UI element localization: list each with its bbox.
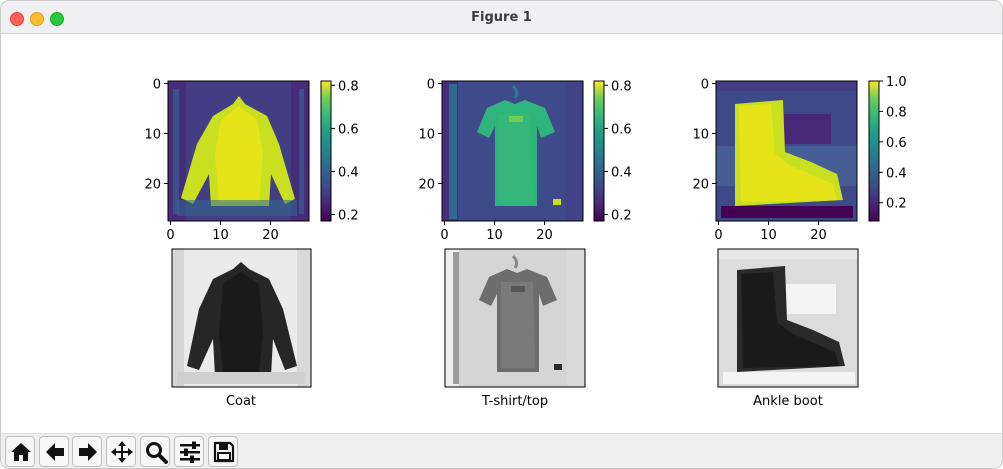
label-tshirt: T-shirt/top <box>481 394 548 409</box>
colorbar-tick-label: 0.2 <box>886 197 907 212</box>
x-tick-label: 20 <box>810 228 827 243</box>
x-tick-label: 20 <box>262 228 279 243</box>
x-tick-label: 10 <box>486 228 503 243</box>
y-tick-label: 20 <box>418 178 435 193</box>
y-tick-label: 0 <box>701 78 709 93</box>
x-tick-label: 10 <box>760 228 777 243</box>
navigation-toolbar <box>1 433 1002 468</box>
colorbar-tick-label: 0.2 <box>338 209 359 224</box>
x-tick-label: 20 <box>536 228 553 243</box>
colorbar-tick-label: 0.6 <box>338 122 359 137</box>
x-tick-label: 0 <box>440 228 448 243</box>
colorbar-tick-label: 0.6 <box>886 136 907 151</box>
colorbar-tick-label: 0.4 <box>886 166 907 181</box>
grayscale-image-boot <box>717 248 859 388</box>
minimize-window-button[interactable] <box>30 12 44 26</box>
x-tick-label: 0 <box>714 228 722 243</box>
colorbar-tick-label: 0.8 <box>611 79 632 94</box>
x-tick-label: 10 <box>212 228 229 243</box>
y-tick-label: 10 <box>692 128 709 143</box>
configure-subplots-icon <box>180 441 200 463</box>
pan-button[interactable] <box>106 436 136 467</box>
figure-canvas[interactable]: 0 0 10 10 20 20 0.8 0.6 0.4 0.2 0 0 10 10 20 20 0.8 0.6 0.… <box>1 34 1002 432</box>
colorbar-tick-label: 0.4 <box>611 165 632 180</box>
heatmap-panel-tshirt <box>441 80 584 222</box>
x-tick-label: 0 <box>166 228 174 243</box>
maximize-window-button[interactable] <box>50 12 64 26</box>
label-boot: Ankle boot <box>753 394 823 409</box>
y-tick-label: 20 <box>144 178 161 193</box>
home-icon <box>11 443 31 461</box>
y-tick-label: 0 <box>153 78 161 93</box>
back-icon <box>46 443 64 461</box>
back-button[interactable] <box>39 436 69 467</box>
colorbar-tick-label: 0.8 <box>338 79 359 94</box>
axes-ticks: 0 0 10 10 20 20 0.8 0.6 0.4 0.2 0 0 10 10 20 20 0.8 0.6 0.… <box>144 75 906 243</box>
save-icon <box>213 441 235 463</box>
forward-button[interactable] <box>72 436 102 467</box>
plots-area: 0 0 10 10 20 20 0.8 0.6 0.4 0.2 0 0 10 10 20 20 0.8 0.6 0.… <box>144 75 906 409</box>
colorbar-tick-label: 0.8 <box>886 105 907 120</box>
grayscale-image-tshirt <box>444 248 586 388</box>
forward-icon <box>79 443 97 461</box>
y-tick-label: 20 <box>692 178 709 193</box>
home-button[interactable] <box>5 436 35 467</box>
colorbar-tshirt <box>593 80 605 222</box>
colorbar-tick-label: 1.0 <box>886 75 907 90</box>
title-bar: Figure 1 <box>1 1 1002 34</box>
configure-subplots-button[interactable] <box>174 436 204 467</box>
grayscale-image-coat <box>171 248 312 388</box>
colorbar-tick-label: 0.4 <box>338 165 359 180</box>
pan-icon <box>111 441 133 463</box>
y-tick-label: 10 <box>418 128 435 143</box>
zoom-button[interactable] <box>140 436 170 467</box>
y-tick-label: 10 <box>144 128 161 143</box>
heatmap-panel-coat <box>167 80 310 222</box>
window-title: Figure 1 <box>471 10 532 25</box>
y-tick-label: 0 <box>427 78 435 93</box>
zoom-icon <box>146 442 168 464</box>
save-button[interactable] <box>208 436 238 467</box>
heatmap-panel-boot <box>715 80 858 222</box>
close-window-button[interactable] <box>10 12 24 26</box>
colorbar-tick-label: 0.2 <box>611 209 632 224</box>
colorbar-tick-label: 0.6 <box>611 122 632 137</box>
label-coat: Coat <box>226 394 256 409</box>
colorbar-boot <box>868 80 880 222</box>
colorbar-coat <box>320 80 332 222</box>
